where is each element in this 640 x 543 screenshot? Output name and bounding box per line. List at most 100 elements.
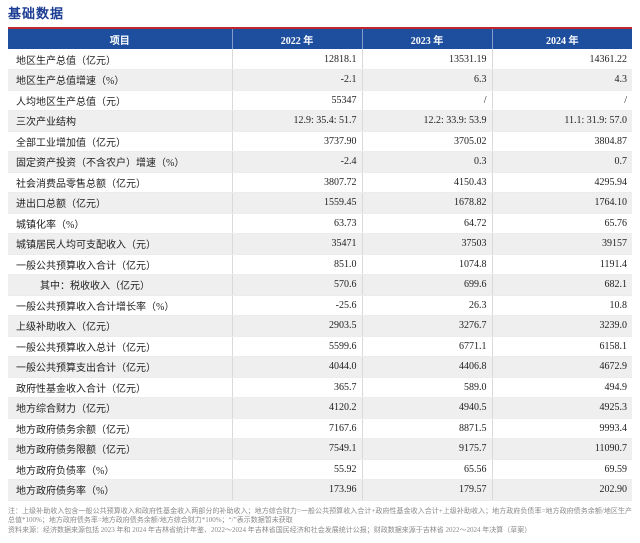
table-row: 一般公共预算收入合计（亿元） 851.0 1074.8 1191.4 — [8, 254, 632, 275]
table-row: 地区生产总值（亿元） 12818.1 13531.19 14361.22 — [8, 49, 632, 70]
row-value: 26.3 — [361, 295, 492, 316]
row-value: -2.1 — [231, 69, 362, 91]
row-value: 494.9 — [491, 377, 632, 398]
row-value: 682.1 — [491, 274, 632, 296]
row-label: 人均地区生产总值（元） — [8, 90, 232, 111]
table-row: 人均地区生产总值（元） 55347// — [8, 90, 632, 111]
row-value: 4406.8 — [361, 356, 492, 378]
table-row: 城镇居民人均可支配收入（元） 35471 37503 39157 — [8, 233, 632, 255]
row-label: 一般公共预算收入总计（亿元） — [8, 336, 232, 357]
column-header-2024: 2024 年 — [491, 28, 632, 49]
table-row: 一般公共预算收入总计（亿元） 5599.6 6771.1 6158.1 — [8, 336, 632, 357]
row-value: 0.7 — [491, 151, 632, 173]
row-label: 地方政府债务余额（亿元） — [8, 418, 232, 439]
row-label: 社会消费品零售总额（亿元） — [8, 172, 232, 193]
row-value: 6158.1 — [491, 336, 632, 357]
row-value: 3239.0 — [491, 315, 632, 337]
row-value: 179.57 — [361, 479, 492, 501]
row-value: 1074.8 — [361, 254, 492, 275]
table-row: 进出口总额（亿元） 1559.45 1678.82 1764.10 — [8, 192, 632, 214]
table-row: 上级补助收入（亿元） 2903.5 3276.7 3239.0 — [8, 315, 632, 337]
row-value: 6771.1 — [361, 336, 492, 357]
table-row: 一般公共预算收入合计增长率（%） -25.6 26.3 10.8 — [8, 295, 632, 316]
row-value: 37503 — [361, 233, 492, 255]
row-value: 4295.94 — [491, 172, 632, 193]
table-row: 其中：税收收入（亿元） 570.6 699.6 682.1 — [8, 274, 632, 296]
row-label: 全部工业增加值（亿元） — [8, 131, 232, 152]
row-label: 地方综合财力（亿元） — [8, 397, 232, 419]
row-label: 进出口总额（亿元） — [8, 192, 232, 214]
row-value: 10.8 — [491, 295, 632, 316]
row-value: 4.3 — [491, 69, 632, 91]
column-header-2022: 2022 年 — [231, 28, 362, 49]
row-value: 4150.43 — [361, 172, 492, 193]
row-value: 589.0 — [361, 377, 492, 398]
table-row: 社会消费品零售总额（亿元） 3807.72 4150.43 4295.94 — [8, 172, 632, 193]
row-value: 9175.7 — [361, 438, 492, 460]
footnotes: 注：上级补助收入包含一般公共预算收入和政府性基金收入两部分的补助收入；地方综合财… — [8, 507, 632, 536]
footnote-source: 资料来源：经济数据来源包括 2023 年和 2024 年吉林省统计年鉴、2022… — [8, 525, 532, 534]
row-label: 一般公共预算收入合计增长率（%） — [8, 295, 232, 316]
row-label: 三次产业结构 — [8, 110, 232, 132]
row-value: 65.76 — [491, 213, 632, 234]
row-value: 202.90 — [491, 479, 632, 501]
row-value: 12.2: 33.9: 53.9 — [361, 110, 492, 132]
row-value: 4120.2 — [231, 397, 362, 419]
row-value: 851.0 — [231, 254, 362, 275]
row-value: 1764.10 — [491, 192, 632, 214]
row-label: 城镇化率（%） — [8, 213, 232, 234]
table-row: 地方政府债务余额（亿元） 7167.6 8871.5 9993.4 — [8, 418, 632, 439]
row-value: 2903.5 — [231, 315, 362, 337]
header-row: 项目 2022 年 2023 年 2024 年 — [8, 28, 632, 49]
table-row: 地方政府债务限额（亿元） 7549.1 9175.7 11090.7 — [8, 438, 632, 460]
row-label: 城镇居民人均可支配收入（元） — [8, 233, 232, 255]
table-row: 地方综合财力（亿元） 4120.2 4940.5 4925.3 — [8, 397, 632, 419]
table-body: 地区生产总值（亿元） 12818.1 13531.19 14361.22 地区生产总值增… — [8, 49, 632, 501]
row-value: 570.6 — [231, 274, 362, 296]
row-value: 8871.5 — [361, 418, 492, 439]
row-value: -25.6 — [231, 295, 362, 316]
row-label: 地区生产总值（亿元） — [8, 49, 232, 70]
table-row: 城镇化率（%） 63.73 64.72 65.76 — [8, 213, 632, 234]
row-value: 11090.7 — [491, 438, 632, 460]
row-value: 3737.90 — [231, 131, 362, 152]
row-value: 14361.22 — [491, 49, 632, 70]
row-label: 上级补助收入（亿元） — [8, 315, 232, 337]
row-value: 13531.19 — [361, 49, 492, 70]
row-value: 7549.1 — [231, 438, 362, 460]
table-row: 地方政府负债率（%） 55.92 65.56 69.59 — [8, 459, 632, 480]
row-value: 55347 — [231, 90, 362, 111]
row-value: 3705.02 — [361, 131, 492, 152]
column-header-2023: 2023 年 — [361, 28, 492, 49]
row-value: 5599.6 — [231, 336, 362, 357]
row-label: 一般公共预算收入合计（亿元） — [8, 254, 232, 275]
table-row: 固定资产投资（不含农户）增速（%） -2.4 0.3 0.7 — [8, 151, 632, 173]
row-value: 4925.3 — [491, 397, 632, 419]
row-value: 6.3 — [361, 69, 492, 91]
row-label: 地方政府债务率（%） — [8, 479, 232, 501]
row-value: / — [491, 90, 632, 111]
table-row: 三次产业结构 12.9: 35.4: 51.7 12.2: 33.9: 53.9 11… — [8, 110, 632, 132]
row-value: / — [361, 90, 492, 111]
basic-data-table: 项目 2022 年 2023 年 2024 年 地区生产总值（亿元） 12818.… — [8, 27, 632, 501]
row-label: 地方政府负债率（%） — [8, 459, 232, 480]
row-value: -2.4 — [231, 151, 362, 173]
row-value: 0.3 — [361, 151, 492, 173]
row-value: 65.56 — [361, 459, 492, 480]
row-label: 地方政府债务限额（亿元） — [8, 438, 232, 460]
row-value: 3804.87 — [491, 131, 632, 152]
row-label: 政府性基金收入合计（亿元） — [8, 377, 232, 398]
row-value: 1191.4 — [491, 254, 632, 275]
row-value: 69.59 — [491, 459, 632, 480]
row-label: 固定资产投资（不含农户）增速（%） — [8, 151, 232, 173]
row-value: 63.73 — [231, 213, 362, 234]
row-label: 其中：税收收入（亿元） — [8, 274, 232, 296]
table-row: 地区生产总值增速（%） -2.1 6.3 4.3 — [8, 69, 632, 91]
table-row: 一般公共预算支出合计（亿元） 4044.0 4406.8 4672.9 — [8, 356, 632, 378]
row-value: 365.7 — [231, 377, 362, 398]
column-header-item: 项目 — [8, 28, 232, 49]
row-value: 12818.1 — [231, 49, 362, 70]
page-title: 基础数据 — [8, 6, 65, 21]
row-label: 地区生产总值增速（%） — [8, 69, 232, 91]
